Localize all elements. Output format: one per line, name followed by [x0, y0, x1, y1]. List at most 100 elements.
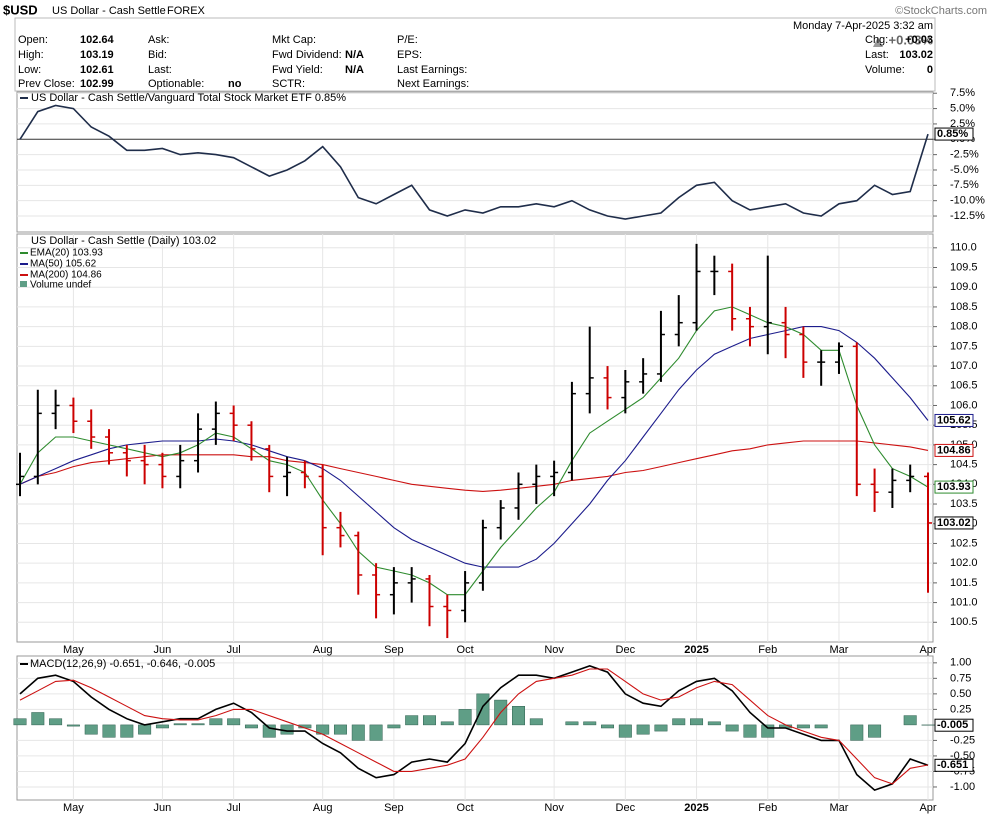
x-tick-label: 2025	[684, 802, 708, 814]
last-value-label: -0.005	[937, 719, 968, 731]
histogram-bar	[209, 718, 223, 726]
histogram-bar	[31, 712, 45, 726]
histogram-bar	[227, 718, 241, 726]
up-triangle	[873, 37, 883, 47]
field-label: Last:	[865, 49, 889, 61]
x-tick-label: Oct	[457, 802, 474, 814]
panel-frame	[16, 91, 934, 233]
y-tick-label: 109.0	[950, 281, 978, 293]
legend-label: MA(50) 105.62	[30, 259, 97, 270]
field-label: Ask:	[148, 34, 169, 46]
histogram-bar	[458, 709, 472, 726]
histogram-bar	[903, 715, 917, 726]
histogram-bar	[583, 721, 597, 726]
histogram-bar	[423, 715, 436, 726]
y-tick-label: -0.25	[950, 734, 975, 746]
y-tick-label: 110.0	[950, 242, 977, 254]
field-value: N/A	[345, 64, 364, 76]
field-value: 103.19	[80, 49, 114, 61]
histogram-bar	[191, 723, 205, 726]
panel-frame	[16, 233, 934, 643]
histogram-bar	[707, 721, 721, 726]
y-tick-label: 108.5	[950, 301, 978, 313]
last-value-box	[934, 480, 974, 494]
x-tick-label: Jul	[227, 644, 241, 656]
y-tick-label: 103.5	[950, 498, 978, 510]
x-tick-label: Sep	[384, 644, 404, 656]
x-tick-label: Feb	[758, 802, 777, 814]
y-tick-label: 2.5%	[950, 118, 975, 130]
last-value-label: 103.93	[937, 481, 971, 493]
field-value: +0.03	[905, 34, 933, 46]
legend-swatch	[20, 281, 27, 287]
histogram-bar	[138, 724, 152, 735]
field-value: 102.61	[80, 64, 114, 76]
field-value: 0	[927, 64, 933, 76]
field-value: N/A	[345, 49, 364, 61]
y-tick-label: 101.0	[950, 596, 978, 608]
last-value-box	[934, 443, 974, 457]
histogram-bar	[333, 724, 347, 735]
last-value-label: -0.651	[937, 759, 968, 771]
histogram-bar	[387, 724, 401, 729]
last-value-box	[934, 516, 974, 530]
x-tick-label: Jul	[227, 802, 241, 814]
y-tick-label: -7.5%	[950, 179, 979, 191]
y-tick-label: 0.25	[950, 703, 971, 715]
y-tick-label: 106.5	[950, 380, 978, 392]
panel-title: US Dollar - Cash Settle (Daily) 103.02	[31, 235, 216, 247]
field-label: EPS:	[397, 49, 422, 61]
y-tick-label: -12.5%	[950, 210, 985, 222]
last-value-box	[934, 758, 974, 772]
field-value: 103.02	[899, 49, 933, 61]
field-label: P/E:	[397, 34, 418, 46]
ratio-line	[19, 104, 929, 220]
histogram-bar	[102, 724, 116, 738]
histogram-bar	[690, 718, 704, 726]
y-tick-label: 101.5	[950, 577, 978, 589]
x-tick-label: Jun	[154, 644, 172, 656]
field-label: Last Earnings:	[397, 64, 467, 76]
x-tick-label: Nov	[544, 802, 564, 814]
y-tick-label: 102.5	[950, 537, 978, 549]
copyright: ©StockCharts.com	[895, 5, 987, 17]
x-tick-label: Mar	[830, 802, 849, 814]
x-tick-label: Jun	[154, 802, 172, 814]
field-label: High:	[18, 49, 44, 61]
macd-line	[19, 665, 929, 792]
y-tick-label: 106.0	[950, 399, 978, 411]
x-tick-label: Apr	[919, 644, 936, 656]
legend-label: EMA(20) 103.93	[30, 248, 103, 259]
y-tick-label: 7.5%	[950, 87, 975, 99]
y-tick-label: 107.0	[950, 360, 978, 372]
field-value: no	[228, 78, 242, 90]
histogram-bar	[868, 724, 882, 738]
x-tick-label: Aug	[313, 644, 333, 656]
histogram-bar	[529, 718, 543, 726]
histogram-bar	[369, 724, 383, 741]
x-tick-label: Nov	[544, 644, 564, 656]
field-value: 102.99	[80, 78, 114, 90]
x-tick-label: Sep	[384, 802, 404, 814]
y-tick-label: 102.0	[950, 557, 978, 569]
histogram-bar	[672, 718, 686, 726]
field-label: Low:	[18, 64, 41, 76]
histogram-bar	[440, 721, 454, 726]
field-label: Mkt Cap:	[272, 34, 316, 46]
y-tick-label: -10.0%	[950, 195, 985, 207]
histogram-bar	[565, 721, 579, 726]
x-tick-label: May	[63, 644, 84, 656]
histogram-bar	[84, 724, 98, 735]
histogram-bar	[120, 724, 134, 738]
moving-average	[19, 306, 929, 596]
histogram-bar	[850, 724, 864, 741]
histogram-bar	[636, 724, 650, 735]
x-tick-label: Dec	[616, 802, 636, 814]
exchange: FOREX	[167, 5, 206, 17]
histogram-bar	[49, 718, 63, 726]
field-value: 102.64	[80, 34, 115, 46]
field-label: SCTR:	[272, 78, 305, 90]
x-tick-label: 2025	[684, 644, 708, 656]
last-value-box	[934, 413, 974, 427]
